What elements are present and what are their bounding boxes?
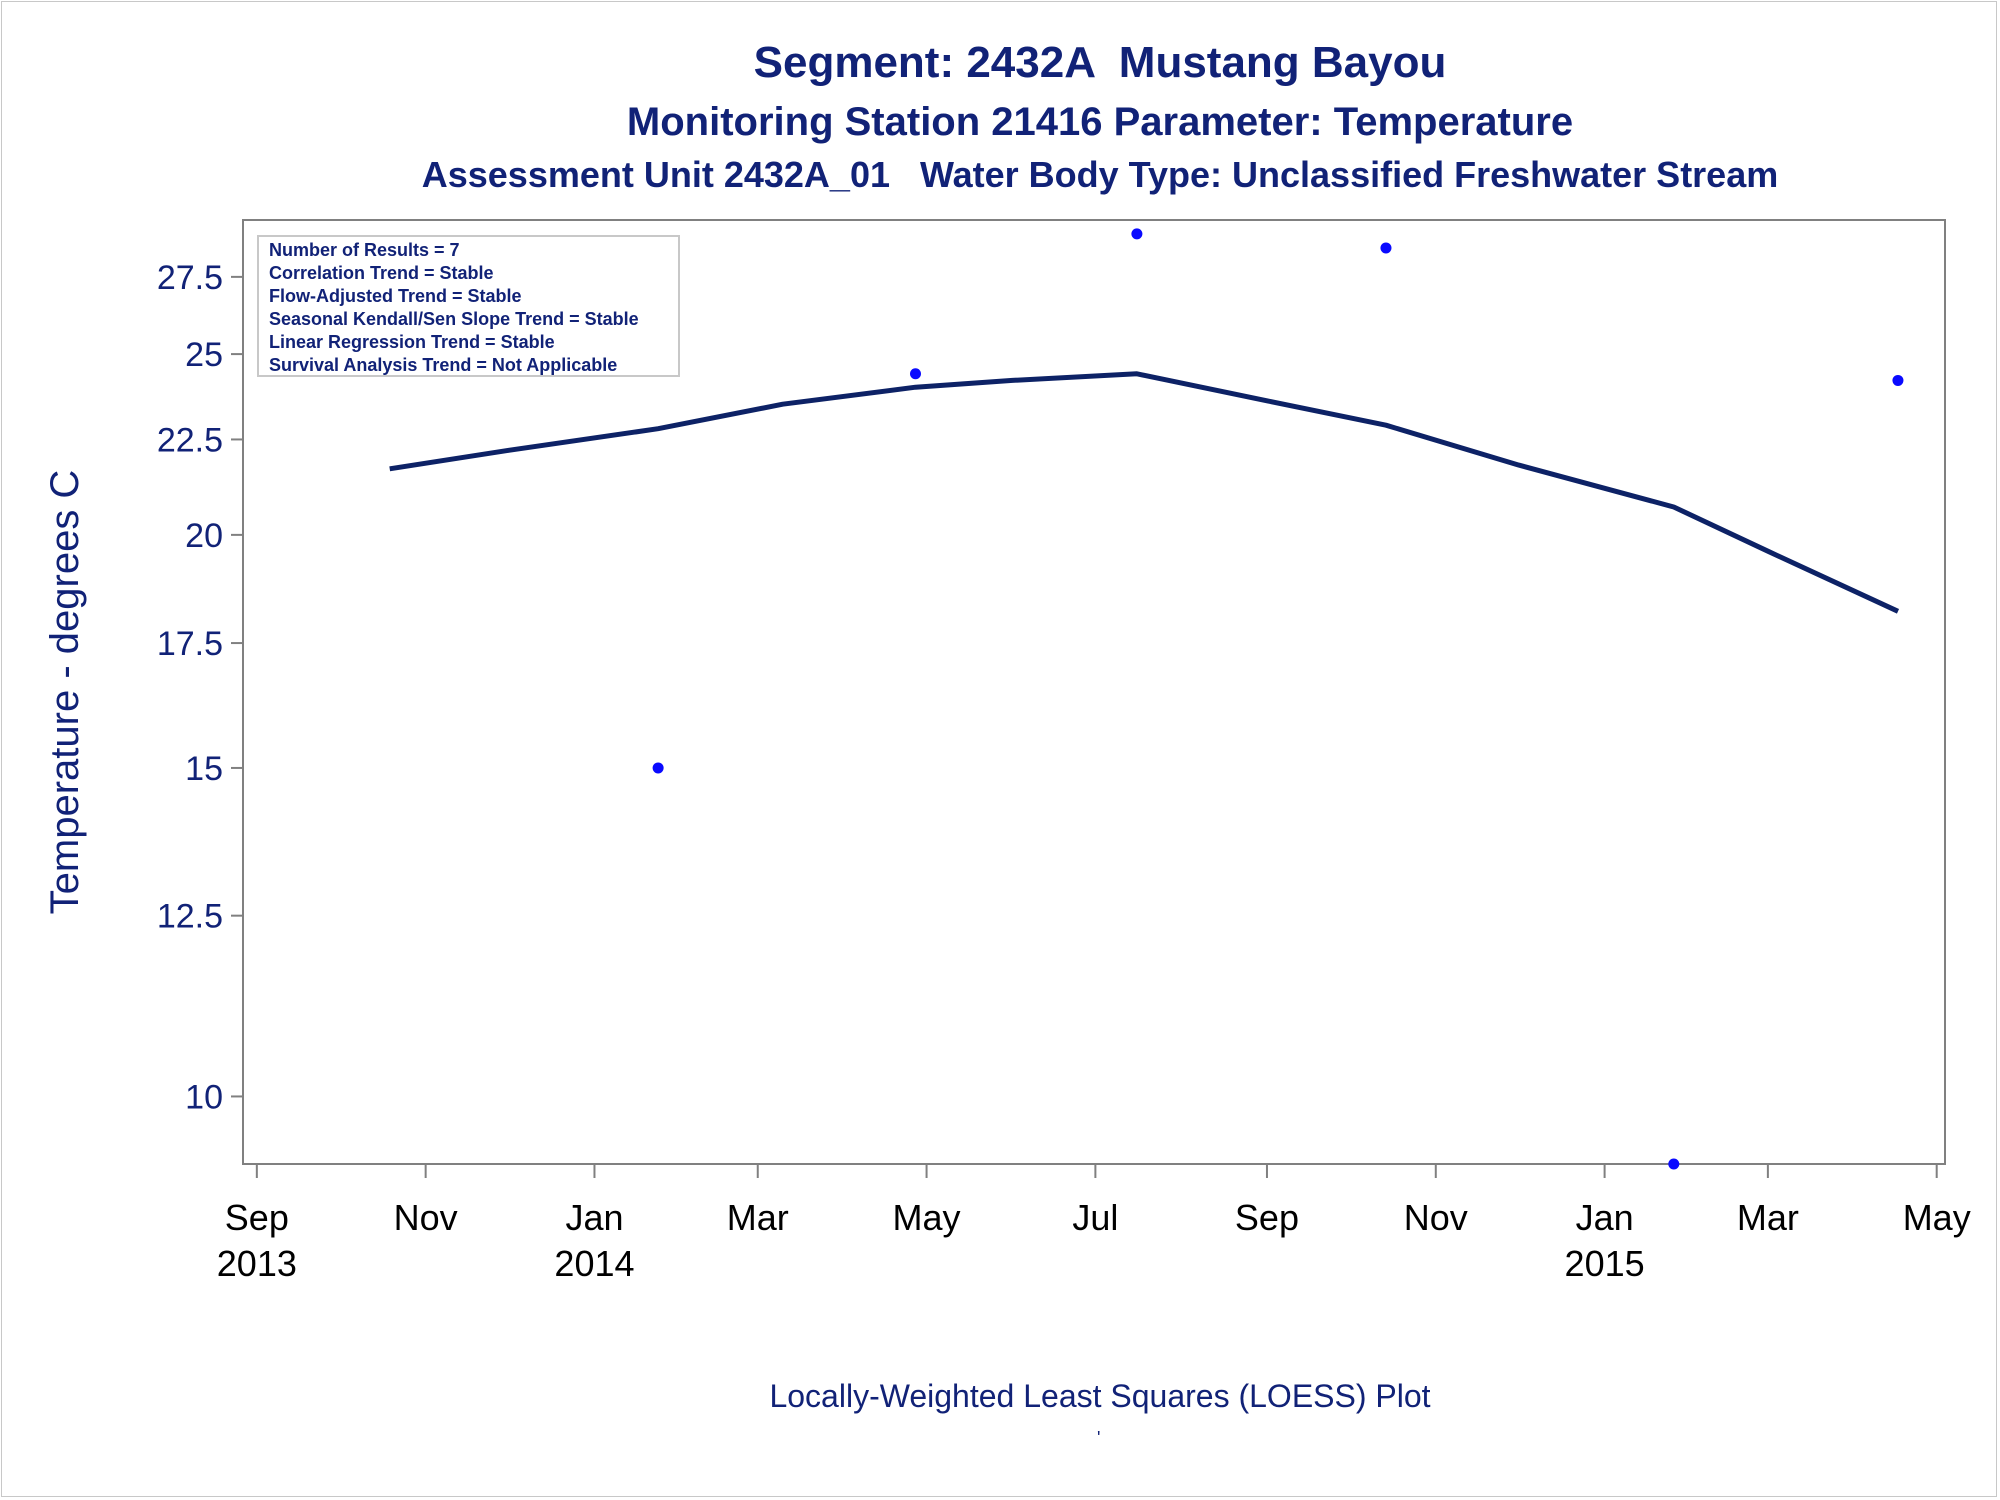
y-tick-label: 15 xyxy=(185,750,223,788)
legend-entry: Seasonal Kendall/Sen Slope Trend = Stabl… xyxy=(269,309,639,329)
x-tick-label: Mar xyxy=(727,1197,789,1238)
x-tick-year-label: 2013 xyxy=(217,1243,297,1284)
y-tick-label: 27.5 xyxy=(157,259,223,297)
y-tick-label: 17.5 xyxy=(157,625,223,663)
x-tick-label: Sep xyxy=(1235,1197,1299,1238)
y-tick-label: 22.5 xyxy=(157,421,223,459)
legend-box xyxy=(257,235,680,377)
y-axis-label: Temperature - degrees C xyxy=(43,470,87,915)
data-point xyxy=(909,368,921,380)
y-tick-label: 25 xyxy=(185,336,223,374)
x-tick-label: Jan xyxy=(565,1197,623,1238)
data-point xyxy=(1380,242,1392,254)
y-tick-label: 10 xyxy=(185,1078,223,1116)
x-tick-label: Nov xyxy=(1404,1197,1468,1238)
data-point xyxy=(1668,1158,1680,1170)
footnote-mark: ' xyxy=(1097,1428,1101,1448)
x-tick-label: May xyxy=(1903,1197,1971,1238)
x-tick-year-label: 2015 xyxy=(1565,1243,1645,1284)
data-point xyxy=(1131,228,1143,240)
footnote: Locally-Weighted Least Squares (LOESS) P… xyxy=(769,1378,1431,1414)
data-point xyxy=(1892,374,1904,386)
x-axis: Sep 2013 Nov Jan 2014 Mar May Jul Sep Nov Jan 2015 M… xyxy=(217,1164,1971,1284)
trend-legend: Number of Results = 7 Correlation Trend =… xyxy=(257,235,680,377)
plot-area xyxy=(242,219,1946,1165)
legend-entry: Flow-Adjusted Trend = Stable xyxy=(269,286,522,306)
x-tick-year-label: 2014 xyxy=(554,1243,634,1284)
x-tick-label: Jul xyxy=(1072,1197,1118,1238)
x-tick-label: Mar xyxy=(1737,1197,1799,1238)
legend-entry: Survival Analysis Trend = Not Applicable xyxy=(269,355,617,375)
chart-subtitle-secondary: Assessment Unit 2432A_01 Water Body Type… xyxy=(421,154,1779,195)
y-tick-label: 12.5 xyxy=(157,898,223,936)
legend-entry: Linear Regression Trend = Stable xyxy=(269,332,555,352)
chart-subtitle: Monitoring Station 21416 Parameter: Temp… xyxy=(626,100,1574,144)
legend-entry: Number of Results = 7 xyxy=(269,240,460,260)
chart-title: Segment: 2432A Mustang Bayou xyxy=(753,38,1447,87)
x-tick-label: May xyxy=(893,1197,961,1238)
y-tick-label: 20 xyxy=(185,517,223,555)
y-axis: 10 12.5 15 17.5 20 22.5 25 27.5 xyxy=(157,259,243,1116)
legend-entry: Correlation Trend = Stable xyxy=(269,263,494,283)
x-tick-label: Nov xyxy=(394,1197,458,1238)
x-tick-label: Jan xyxy=(1576,1197,1634,1238)
loess-trend-line xyxy=(389,371,1900,614)
data-point xyxy=(652,762,664,774)
x-tick-label: Sep xyxy=(225,1197,289,1238)
